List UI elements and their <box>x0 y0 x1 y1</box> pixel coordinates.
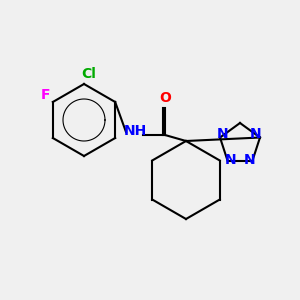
Text: N: N <box>244 153 255 167</box>
Text: Cl: Cl <box>81 67 96 81</box>
Text: NH: NH <box>123 124 147 138</box>
Text: N: N <box>250 127 261 140</box>
Text: N: N <box>225 153 236 167</box>
Text: N: N <box>217 127 229 140</box>
Text: F: F <box>40 88 50 102</box>
Text: O: O <box>159 91 171 105</box>
